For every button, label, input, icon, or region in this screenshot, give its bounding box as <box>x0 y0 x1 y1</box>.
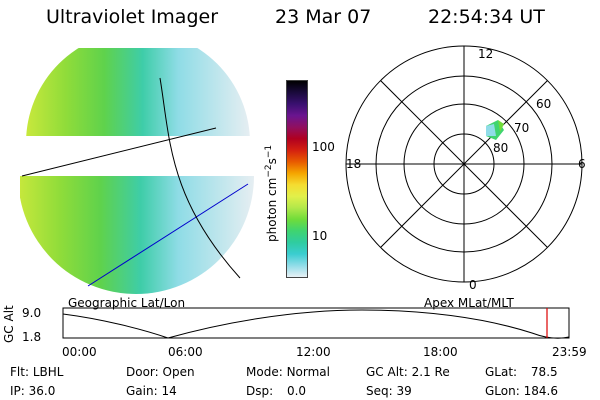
mlt-18-label: 18 <box>346 157 362 171</box>
filter-field: Flt: LBHL <box>10 365 64 379</box>
geo-panel-label: Geographic Lat/Lon <box>68 296 186 310</box>
ip-field: IP: 36.0 <box>10 384 56 398</box>
geo-latitude-line <box>21 127 217 177</box>
time-tick-1800: 18:00 <box>423 345 458 359</box>
geo-longitude-line <box>159 77 241 279</box>
time-tick-1200: 12:00 <box>296 345 331 359</box>
mode-field: Mode: Normal <box>246 365 330 379</box>
altitude-curve <box>62 309 570 339</box>
altitude-tick-low: 1.8 <box>22 330 42 344</box>
time-tick-2359: 23:59 <box>552 345 587 359</box>
sequence-field: Seq: 39 <box>366 384 412 398</box>
altitude-plot-frame <box>62 307 570 339</box>
colorbar-tick-100: 100 <box>312 140 335 154</box>
geo-upper-swath <box>26 48 250 136</box>
gain-field: Gain: 14 <box>126 384 177 398</box>
mlt-6-label: 6 <box>578 157 586 171</box>
mlt-0-label: 0 <box>469 278 477 292</box>
altitude-tick-high: 9.0 <box>22 306 42 320</box>
time-label: 22:54:34 UT <box>428 6 545 28</box>
time-tick-0000: 00:00 <box>62 345 97 359</box>
time-tick-0600: 06:00 <box>168 345 203 359</box>
altitude-axis-label: GC Alt <box>2 305 16 343</box>
altitude-plot <box>62 307 570 339</box>
geographic-longitude-field: GLon: 184.6 <box>485 384 558 398</box>
intensity-colorbar <box>286 80 308 278</box>
geographic-latitude-field: GLat: 78.5 <box>485 365 558 379</box>
mlt-12-label: 12 <box>478 47 494 61</box>
geo-lower-swath <box>20 176 254 294</box>
geo-terminator-line <box>87 183 249 287</box>
mlat-80-label: 80 <box>493 141 509 155</box>
polar-mlt-plot <box>345 45 583 283</box>
gc-altitude-field: GC Alt: 2.1 Re <box>366 365 450 379</box>
polar-panel-label: Apex MLat/MLT <box>424 296 514 310</box>
geographic-auroral-image <box>20 48 254 294</box>
colorbar-tick-10: 10 <box>312 229 328 243</box>
door-field: Door: Open <box>126 365 195 379</box>
date-label: 23 Mar 07 <box>275 6 372 28</box>
dsp-field: Dsp: 0.0 <box>246 384 307 398</box>
instrument-title: Ultraviolet Imager <box>46 6 219 28</box>
colorbar-unit-label: photon cm−2s−1 <box>264 144 279 242</box>
polar-auroral-patch <box>486 120 504 140</box>
mlat-60-label: 60 <box>536 97 552 111</box>
mlat-70-label: 70 <box>514 121 530 135</box>
